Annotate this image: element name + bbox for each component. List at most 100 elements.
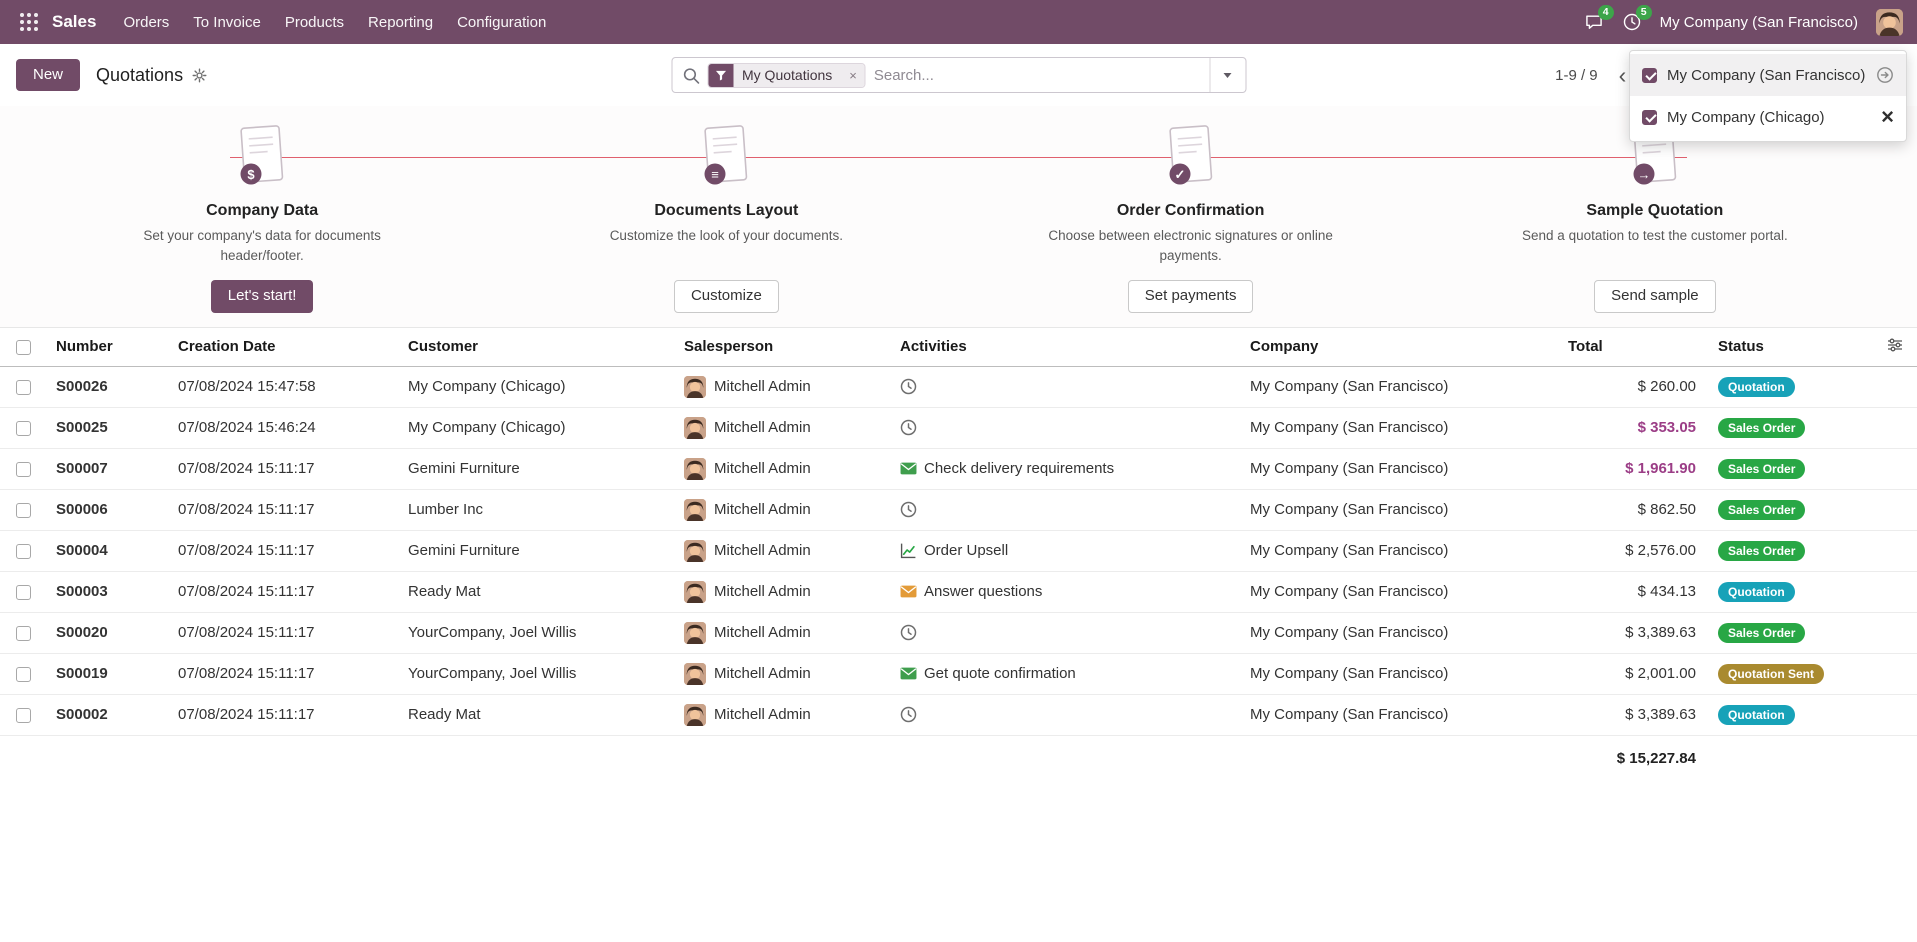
company-switcher-toggle[interactable]: My Company (San Francisco) (1659, 13, 1858, 31)
company-name: My Company (San Francisco) (1242, 653, 1560, 695)
company-option-label[interactable]: My Company (Chicago) (1667, 108, 1825, 126)
quotation-row[interactable]: S00019 07/08/2024 15:11:17 YourCompany, … (0, 653, 1917, 695)
company-option-chicago[interactable]: My Company (Chicago) × (1630, 96, 1906, 138)
quotations-table: Number Creation Date Customer Salesperso… (0, 328, 1917, 781)
chart-activity-icon[interactable] (900, 542, 917, 559)
quotation-row[interactable]: S00003 07/08/2024 15:11:17 Ready Mat Mit… (0, 571, 1917, 613)
documents-layout-icon: ≡ (704, 125, 748, 185)
nav-menu-products[interactable]: Products (284, 13, 345, 31)
quotation-row[interactable]: S00002 07/08/2024 15:11:17 Ready Mat Mit… (0, 694, 1917, 736)
nav-menu-orders[interactable]: Orders (123, 13, 170, 31)
company-checkbox[interactable] (1642, 67, 1657, 83)
activities-icon[interactable]: 5 (1622, 5, 1652, 32)
row-checkbox[interactable] (16, 461, 31, 477)
quotation-row[interactable]: S00006 07/08/2024 15:11:17 Lumber Inc Mi… (0, 489, 1917, 531)
user-avatar[interactable] (1876, 8, 1903, 36)
status-badge: Quotation (1718, 704, 1795, 725)
quotation-row[interactable]: S00007 07/08/2024 15:11:17 Gemini Furnit… (0, 448, 1917, 490)
mail-activity-icon[interactable] (900, 585, 917, 598)
column-header-creation-date[interactable]: Creation Date (170, 328, 400, 367)
company-option-label[interactable]: My Company (San Francisco) (1667, 66, 1866, 84)
status-badge: Sales Order (1718, 458, 1806, 479)
row-checkbox[interactable] (16, 625, 31, 641)
quotation-row[interactable]: S00004 07/08/2024 15:11:17 Gemini Furnit… (0, 530, 1917, 572)
total-amount: $ 3,389.63 (1560, 612, 1704, 654)
quotation-row[interactable]: S00020 07/08/2024 15:11:17 YourCompany, … (0, 612, 1917, 654)
salesperson-avatar (684, 703, 706, 726)
column-header-activities[interactable]: Activities (892, 328, 1242, 367)
app-brand[interactable]: Sales (52, 12, 97, 31)
row-checkbox[interactable] (16, 543, 31, 559)
column-header-customer[interactable]: Customer (400, 328, 676, 367)
clock-activity-icon[interactable] (900, 706, 917, 723)
select-all-checkbox-cell[interactable] (0, 328, 48, 367)
search-input[interactable] (873, 66, 1209, 84)
status-badge: Quotation (1718, 376, 1795, 397)
onboarding-step-documents-layout: ≡ Documents Layout Customize the look of… (494, 122, 958, 313)
row-checkbox[interactable] (16, 379, 31, 395)
column-header-salesperson[interactable]: Salesperson (676, 328, 892, 367)
total-amount: $ 434.13 (1560, 571, 1704, 613)
clock-activity-icon[interactable] (900, 419, 917, 436)
new-button[interactable]: New (16, 58, 81, 92)
column-header-company[interactable]: Company (1242, 328, 1560, 367)
company-name: My Company (San Francisco) (1242, 694, 1560, 736)
nav-menu-configuration[interactable]: Configuration (457, 13, 547, 31)
salesperson-name: Mitchell Admin (714, 706, 811, 723)
onboarding-step-description: Choose between electronic signatures or … (1048, 228, 1333, 263)
company-checkbox[interactable] (1642, 109, 1657, 125)
onboarding-step-sample-quotation: → Sample Quotation Send a quotation to t… (1423, 122, 1887, 313)
column-header-status[interactable]: Status (1704, 328, 1860, 367)
pager-value: 1-9 / 9 (1555, 66, 1598, 84)
row-checkbox[interactable] (16, 420, 31, 436)
customer-name: My Company (Chicago) (400, 366, 676, 408)
row-checkbox[interactable] (16, 666, 31, 682)
salesperson-name: Mitchell Admin (714, 624, 811, 641)
table-header-row: Number Creation Date Customer Salesperso… (0, 328, 1917, 367)
close-icon[interactable]: × (1881, 104, 1894, 129)
send-sample-button[interactable]: Send sample (1594, 280, 1716, 313)
clock-activity-icon[interactable] (900, 624, 917, 641)
nav-menu-to-invoice[interactable]: To Invoice (193, 13, 261, 31)
apps-menu-icon[interactable] (14, 7, 44, 37)
column-header-number[interactable]: Number (48, 328, 170, 367)
company-name: My Company (San Francisco) (1242, 489, 1560, 531)
mail-activity-icon[interactable] (900, 462, 917, 475)
order-number: S00003 (48, 571, 170, 613)
row-checkbox[interactable] (16, 584, 31, 600)
control-panel: New Quotations My Quotations × 1-9 / 9 ‹… (0, 44, 1917, 106)
quotation-row[interactable]: S00026 07/08/2024 15:47:58 My Company (C… (0, 366, 1917, 408)
facet-remove-icon[interactable]: × (841, 63, 865, 87)
salesperson-name: Mitchell Admin (714, 378, 811, 395)
clock-activity-icon[interactable] (900, 501, 917, 518)
creation-date: 07/08/2024 15:47:58 (170, 366, 400, 408)
clock-activity-icon[interactable] (900, 378, 917, 395)
messages-icon[interactable]: 4 (1584, 5, 1614, 32)
lets-start-button[interactable]: Let's start! (210, 280, 314, 313)
set-payments-button[interactable]: Set payments (1127, 280, 1254, 313)
gear-icon[interactable] (192, 68, 207, 83)
customize-button[interactable]: Customize (673, 280, 779, 313)
search-facet-my-quotations: My Quotations × (707, 62, 866, 88)
status-badge: Sales Order (1718, 622, 1806, 643)
row-checkbox[interactable] (16, 707, 31, 723)
customer-name: Gemini Furniture (400, 448, 676, 490)
order-number: S00002 (48, 694, 170, 736)
row-checkbox[interactable] (16, 502, 31, 518)
status-badge: Sales Order (1718, 540, 1806, 561)
company-option-san-francisco[interactable]: My Company (San Francisco) (1630, 54, 1906, 96)
activity-label: Check delivery requirements (924, 460, 1115, 477)
pager-previous-button[interactable]: ‹ (1610, 63, 1636, 87)
log-into-company-icon[interactable] (1876, 66, 1894, 84)
quotation-row[interactable]: S00025 07/08/2024 15:46:24 My Company (C… (0, 407, 1917, 449)
select-all-checkbox[interactable] (16, 339, 31, 355)
column-header-total[interactable]: Total (1560, 328, 1704, 367)
nav-menu-reporting[interactable]: Reporting (368, 13, 434, 31)
table-footer-row: $ 15,227.84 (0, 735, 1917, 781)
mail-activity-icon[interactable] (900, 667, 917, 680)
column-settings-icon[interactable] (1887, 338, 1903, 357)
order-number: S00006 (48, 489, 170, 531)
salesperson-name: Mitchell Admin (714, 542, 811, 559)
search-options-toggle[interactable] (1209, 58, 1245, 92)
optional-columns-cell[interactable] (1860, 328, 1917, 367)
